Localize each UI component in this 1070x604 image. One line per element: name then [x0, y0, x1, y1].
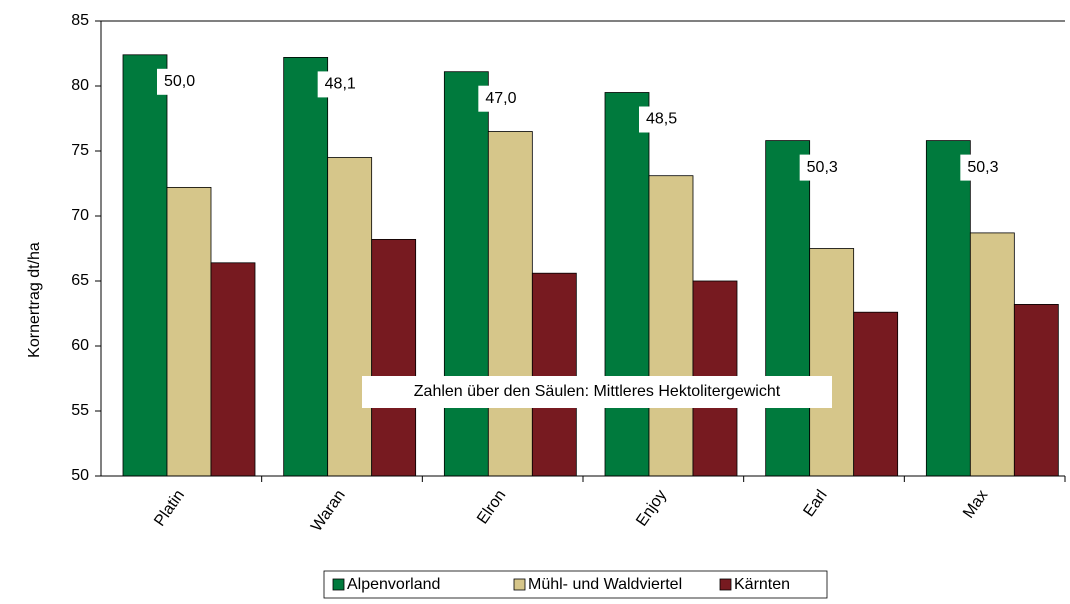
- annotation: 48,1: [325, 76, 356, 93]
- legend-swatch: [513, 578, 526, 591]
- bar: [210, 262, 256, 477]
- legend-swatch: [719, 578, 732, 591]
- legend-label: Mühl- und Waldviertel: [528, 576, 682, 593]
- bar: [487, 131, 533, 477]
- annotation-box: [639, 106, 689, 133]
- x-tick-label: Platin: [151, 487, 188, 530]
- annotation: 50,0: [164, 73, 195, 90]
- bar: [969, 232, 1015, 477]
- bar: [925, 140, 971, 477]
- y-tick-label: 50: [71, 467, 89, 484]
- y-tick-label: 60: [71, 337, 89, 354]
- bar: [371, 238, 417, 477]
- legend-label: Kärnten: [734, 576, 790, 593]
- bar: [327, 157, 373, 477]
- x-tick-label: Max: [960, 487, 991, 522]
- annotation: 47,0: [485, 90, 516, 107]
- x-tick-label: Earl: [800, 487, 830, 520]
- bar: [1013, 303, 1059, 477]
- y-tick-label: 65: [71, 272, 89, 289]
- legend-box: [323, 570, 828, 599]
- bar: [283, 57, 329, 477]
- annotation-box: [478, 85, 529, 112]
- y-tick-label: 55: [71, 402, 89, 419]
- legend-swatch: [332, 578, 345, 591]
- annotation-box: [157, 68, 207, 95]
- x-tick-label: Waran: [308, 487, 349, 535]
- x-tick-label: Elron: [474, 487, 509, 527]
- bar: [166, 186, 212, 477]
- bar: [853, 311, 899, 477]
- bar: [443, 71, 489, 477]
- note: Zahlen über den Säulen: Mittleres Hektol…: [414, 383, 781, 400]
- note-box: [362, 376, 832, 408]
- annotation-box: [317, 71, 368, 98]
- annotation: 50,3: [807, 159, 838, 176]
- y-tick-label: 85: [71, 12, 89, 29]
- bar: [648, 175, 694, 477]
- y-tick-label: 80: [71, 77, 89, 94]
- annotation: 50,3: [967, 159, 998, 176]
- annotation-box: [799, 154, 850, 181]
- legend-label: Alpenvorland: [347, 576, 440, 593]
- x-tick-label: Enjoy: [633, 487, 670, 530]
- annotation: 48,5: [646, 111, 677, 128]
- y-axis-label: Kornertrag dt/ha: [26, 242, 43, 358]
- bar: [122, 54, 168, 477]
- y-tick-label: 70: [71, 207, 89, 224]
- y-tick-label: 75: [71, 142, 89, 159]
- annotation-box: [960, 154, 1011, 181]
- bar: [604, 92, 650, 477]
- bar: [531, 272, 577, 477]
- bar: [765, 140, 811, 477]
- bar: [809, 248, 855, 477]
- legend: Alpenvorland Mühl- und Waldviertel Kärnten: [323, 570, 828, 599]
